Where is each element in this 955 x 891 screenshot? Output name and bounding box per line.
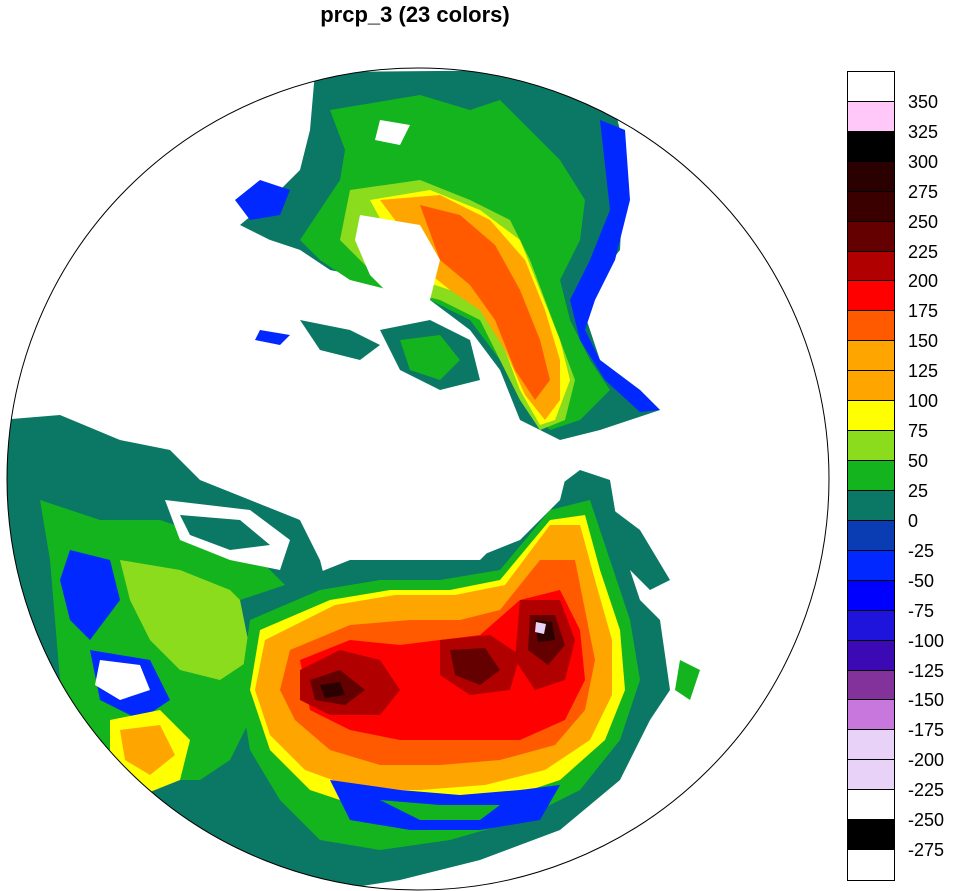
colorbar-swatch — [848, 520, 894, 551]
colorbar-tick-label: 275 — [908, 181, 939, 202]
colorbar-swatch — [848, 820, 894, 851]
colorbar-swatch — [848, 760, 894, 791]
colorbar-swatch — [848, 72, 894, 102]
colorbar-tick-label: -275 — [908, 840, 945, 861]
arctic-ocean — [200, 400, 570, 560]
colorbar-tick-label: -250 — [908, 810, 945, 831]
colorbar-swatch — [848, 640, 894, 671]
map-field — [7, 70, 700, 890]
north-america-region — [235, 70, 660, 440]
colorbar-swatch — [848, 850, 894, 880]
colorbar-swatch — [848, 670, 894, 701]
colorbar-swatch — [848, 401, 894, 432]
colorbar-swatch — [848, 580, 894, 611]
colorbar-swatch — [848, 131, 894, 162]
colorbar-swatch — [848, 490, 894, 521]
plot-title: prcp_3 (23 colors) — [320, 2, 510, 27]
colorbar-tick-label: 350 — [908, 91, 939, 112]
colorbar-swatch — [848, 221, 894, 252]
colorbar-tick-label: 50 — [908, 451, 929, 472]
colorbar-tick-label: 250 — [908, 211, 939, 232]
colorbar-swatch — [848, 281, 894, 312]
colorbar-tick-label: 125 — [908, 361, 939, 382]
colorbar-tick-label: -150 — [908, 690, 945, 711]
colorbar-tick-label: 25 — [908, 480, 929, 501]
colorbar-swatch — [848, 371, 894, 402]
colorbar-swatch — [848, 101, 894, 132]
colorbar-swatch — [848, 311, 894, 342]
colorbar-swatch — [848, 700, 894, 731]
colorbar-tick-label: -200 — [908, 750, 945, 771]
map-boundary — [6, 67, 830, 891]
colorbar-tick-label: -125 — [908, 660, 945, 681]
colorbar-swatch — [848, 461, 894, 491]
polar-map — [6, 67, 830, 891]
colorbar-swatch — [848, 191, 894, 222]
colorbar-tick-label: -50 — [908, 570, 935, 591]
colorbar-swatch — [848, 251, 894, 282]
colorbar-swatch — [848, 730, 894, 761]
colorbar-tick-label: 325 — [908, 121, 939, 142]
colorbar-tick-label: -25 — [908, 540, 935, 561]
colorbar-tick-label: 300 — [908, 151, 939, 172]
colorbar-tick-label: 150 — [908, 331, 939, 352]
colorbar-swatch — [848, 550, 894, 581]
asia-region — [230, 470, 700, 890]
colorbar-tick-label: 100 — [908, 391, 939, 412]
colorbar-tick-label: 75 — [908, 421, 929, 442]
colorbar-swatch — [848, 610, 894, 641]
colorbar-tick-label: 0 — [908, 510, 919, 531]
colorbar-swatch — [848, 341, 894, 372]
colorbar-tick-label: -75 — [908, 600, 935, 621]
colorbar — [847, 71, 895, 881]
colorbar-tick-label: -100 — [908, 630, 945, 651]
colorbar-tick-label: 175 — [908, 301, 939, 322]
colorbar-swatch — [848, 431, 894, 462]
colorbar-tick-label: 200 — [908, 271, 939, 292]
colorbar-tick-label: -175 — [908, 720, 945, 741]
colorbar-tick-label: -225 — [908, 780, 945, 801]
colorbar-swatch — [848, 161, 894, 192]
colorbar-tick-label: 225 — [908, 241, 939, 262]
colorbar-swatch — [848, 790, 894, 821]
